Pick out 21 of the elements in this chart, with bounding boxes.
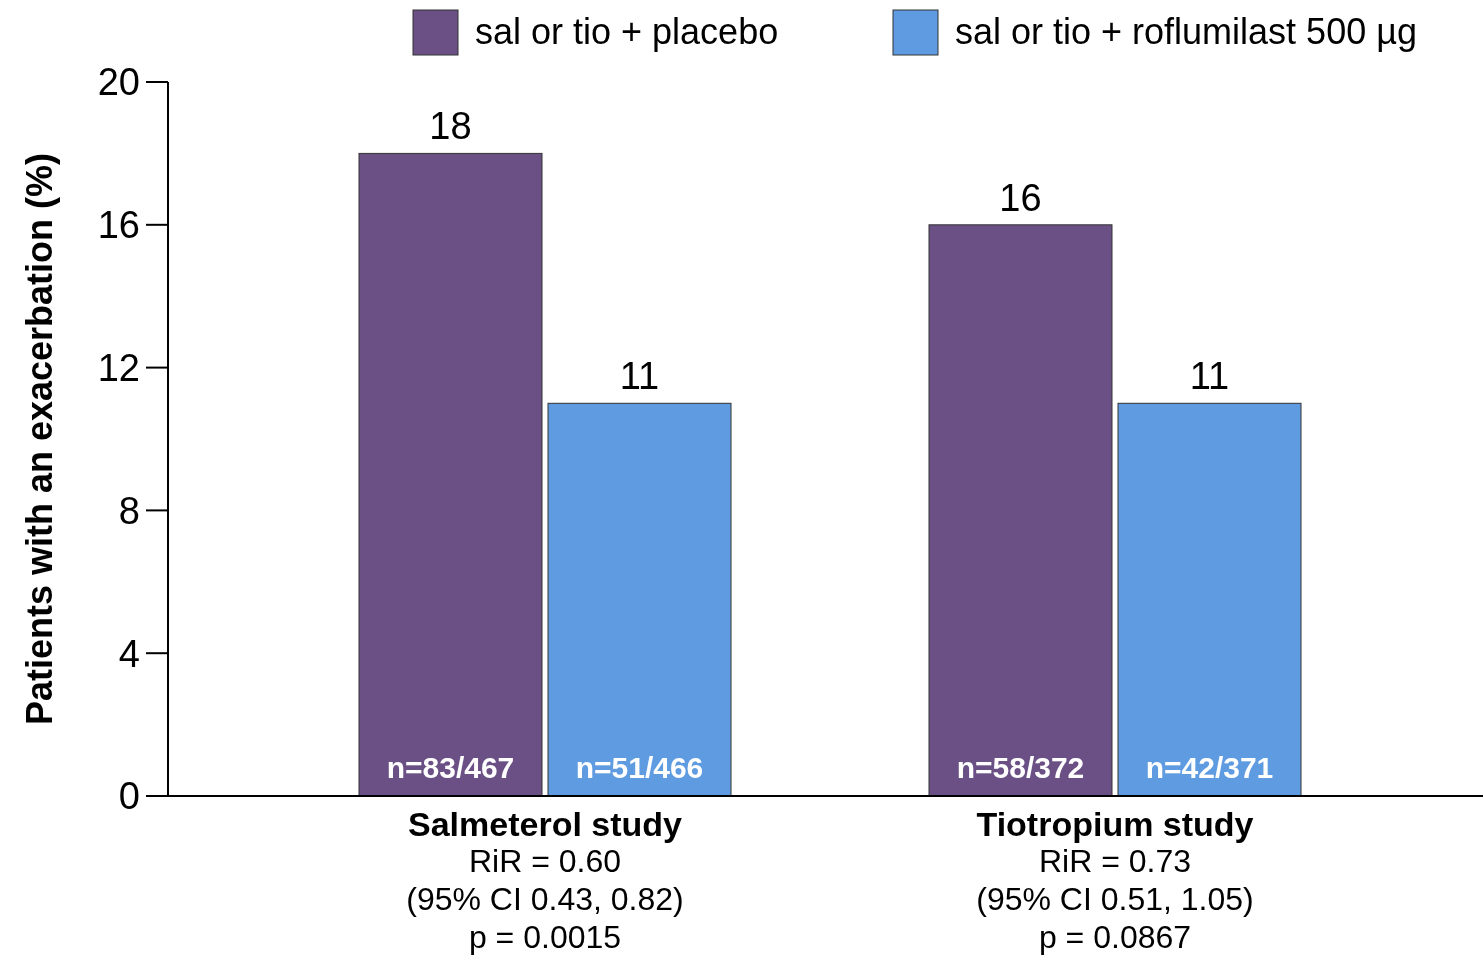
y-axis-title: Patients with an exacerbation (%) — [19, 152, 60, 726]
y-tick-label: 8 — [118, 489, 140, 532]
text: RiR = 0.73 (95% CI 0.51, 1.05) p = 0.0867 — [976, 843, 1254, 955]
annotation: n=83/467 — [386, 751, 515, 784]
annotation: n=51/466 — [575, 751, 704, 784]
data-label: 11 — [619, 355, 660, 398]
y-tick-label: 16 — [97, 204, 140, 247]
annotation: n=58/372 — [956, 751, 1085, 784]
y-tick-label: 0 — [118, 775, 140, 818]
data-label: 16 — [999, 176, 1042, 219]
legend-label: sal or tio + roflumilast 500 µg — [955, 11, 1417, 52]
y-tick-label: 4 — [118, 632, 140, 675]
text: RiR = 0.60 (95% CI 0.43, 0.82) p = 0.0015 — [406, 843, 684, 955]
annotation: n=42/371 — [1145, 751, 1274, 784]
x-tick-label: Salmeterol study — [408, 805, 683, 843]
legend-label: sal or tio + placebo — [475, 11, 779, 52]
data-label: 18 — [429, 105, 472, 148]
data-label: 11 — [1189, 355, 1230, 398]
y-tick-label: 20 — [97, 61, 140, 104]
y-tick-label: 12 — [97, 346, 140, 389]
x-tick-label: Tiotropium study — [976, 805, 1254, 843]
